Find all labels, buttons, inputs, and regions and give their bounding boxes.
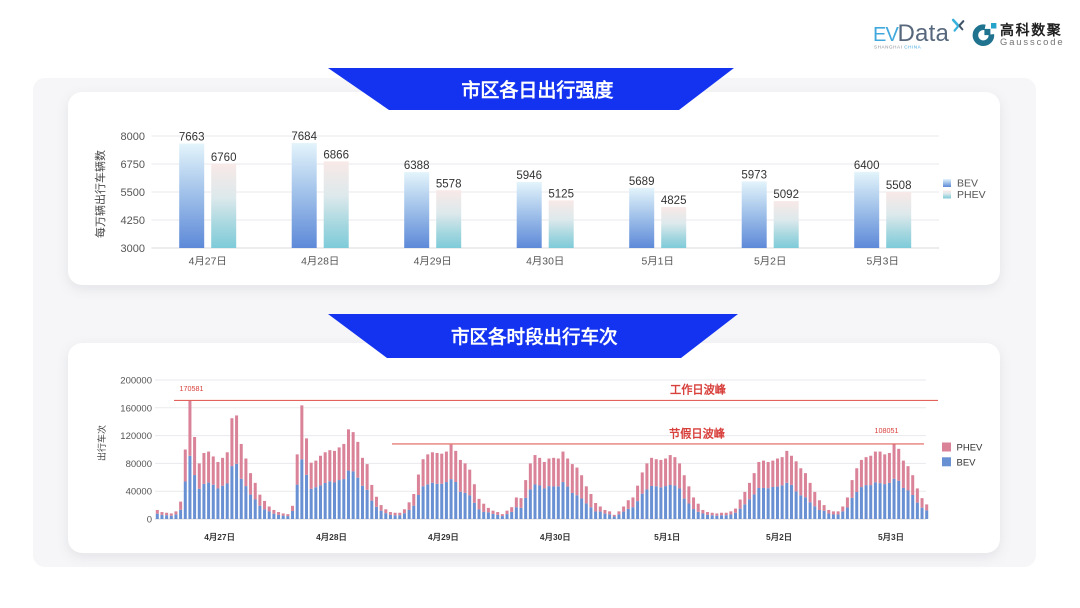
svg-text:节假日波峰: 节假日波峰 xyxy=(669,427,726,441)
svg-text:4月28日: 4月28日 xyxy=(316,532,347,542)
svg-text:市区各日出行强度: 市区各日出行强度 xyxy=(461,79,614,102)
svg-text:7684: 7684 xyxy=(291,131,317,143)
svg-text:4250: 4250 xyxy=(121,215,145,227)
svg-text:4月29日: 4月29日 xyxy=(428,532,459,542)
svg-text:5月1日: 5月1日 xyxy=(642,256,674,268)
svg-text:Data: Data xyxy=(898,20,950,47)
svg-text:4月27日: 4月27日 xyxy=(189,256,227,268)
svg-text:8000: 8000 xyxy=(121,131,145,143)
svg-text:工作日波峰: 工作日波峰 xyxy=(670,383,727,397)
svg-text:PHEV: PHEV xyxy=(957,443,984,454)
svg-text:BEV: BEV xyxy=(957,178,978,190)
svg-text:40000: 40000 xyxy=(126,487,152,498)
svg-text:6388: 6388 xyxy=(404,160,430,172)
svg-text:5月2日: 5月2日 xyxy=(754,256,786,268)
svg-text:4月30日: 4月30日 xyxy=(526,256,564,268)
svg-text:5946: 5946 xyxy=(516,170,542,182)
svg-text:4825: 4825 xyxy=(661,195,687,207)
svg-text:4月28日: 4月28日 xyxy=(301,256,339,268)
svg-text:3000: 3000 xyxy=(121,243,145,255)
svg-text:4月27日: 4月27日 xyxy=(204,532,235,542)
svg-text:5508: 5508 xyxy=(886,180,912,192)
svg-text:SHANGHAI CHINA: SHANGHAI CHINA xyxy=(874,45,922,50)
svg-text:PHEV: PHEV xyxy=(957,189,986,201)
svg-text:高科数聚: 高科数聚 xyxy=(1000,22,1062,38)
svg-text:160000: 160000 xyxy=(120,403,152,414)
svg-text:5973: 5973 xyxy=(741,169,767,181)
svg-text:7663: 7663 xyxy=(179,132,205,144)
svg-text:5689: 5689 xyxy=(629,176,655,188)
svg-text:6760: 6760 xyxy=(211,152,237,164)
svg-text:200000: 200000 xyxy=(120,376,152,387)
svg-text:5月3日: 5月3日 xyxy=(878,532,904,542)
svg-text:每万辆出行车辆数: 每万辆出行车辆数 xyxy=(93,150,107,238)
svg-text:5月2日: 5月2日 xyxy=(766,532,792,542)
svg-text:6750: 6750 xyxy=(121,159,145,171)
svg-text:出行车次: 出行车次 xyxy=(96,425,107,461)
svg-text:120000: 120000 xyxy=(120,431,152,442)
svg-text:0: 0 xyxy=(147,515,152,526)
svg-text:5500: 5500 xyxy=(121,187,145,199)
svg-text:170581: 170581 xyxy=(180,384,204,393)
svg-text:5092: 5092 xyxy=(773,189,799,201)
svg-text:6400: 6400 xyxy=(854,160,880,172)
svg-text:5125: 5125 xyxy=(548,188,574,200)
svg-text:Gausscode: Gausscode xyxy=(1000,36,1065,47)
svg-text:BEV: BEV xyxy=(957,457,977,468)
svg-text:4月30日: 4月30日 xyxy=(540,532,571,542)
svg-text:EV: EV xyxy=(873,24,900,46)
svg-text:市区各时段出行车次: 市区各时段出行车次 xyxy=(451,327,618,348)
svg-text:108051: 108051 xyxy=(875,426,899,435)
svg-text:4月29日: 4月29日 xyxy=(414,256,452,268)
svg-text:80000: 80000 xyxy=(126,459,152,470)
svg-text:5月1日: 5月1日 xyxy=(654,532,680,542)
svg-text:5578: 5578 xyxy=(436,178,462,190)
svg-text:5月3日: 5月3日 xyxy=(867,256,899,268)
svg-text:6866: 6866 xyxy=(323,149,349,161)
